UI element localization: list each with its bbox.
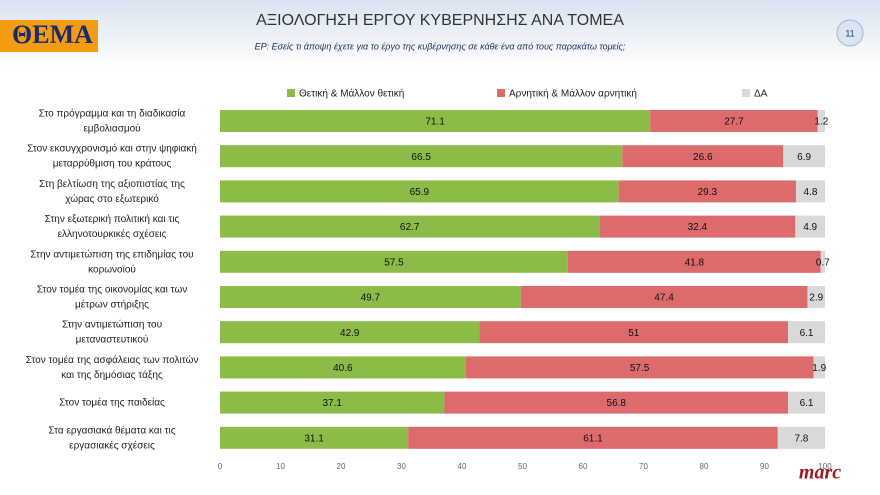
bar-segment — [795, 180, 825, 203]
value-label: 57.5 — [630, 363, 650, 374]
x-tick-label: 100 — [818, 462, 832, 471]
bar-segment — [783, 145, 825, 168]
value-label: 65.9 — [410, 187, 430, 198]
bar-segment — [220, 145, 623, 168]
bar-segment — [795, 215, 825, 238]
bar-segment — [599, 215, 796, 238]
value-label: 61.1 — [583, 433, 603, 444]
bar-segment — [220, 321, 480, 344]
value-label: 47.4 — [654, 293, 674, 304]
bar-segment — [813, 356, 825, 379]
bar-segment — [220, 356, 466, 379]
value-label: 71.1 — [425, 117, 445, 128]
value-label: 1.9 — [812, 363, 826, 374]
legend-swatch — [497, 89, 505, 97]
value-label: 0.7 — [816, 257, 830, 268]
bar-segment — [788, 391, 825, 414]
value-label: 26.6 — [693, 152, 713, 163]
header-background — [0, 0, 880, 70]
x-tick-label: 30 — [397, 462, 406, 471]
x-tick-label: 10 — [276, 462, 285, 471]
category-label: Στην αντιμετώπιση του μεταναστευτικού — [62, 318, 162, 345]
x-tick-label: 70 — [639, 462, 648, 471]
bar-segment — [220, 426, 409, 449]
bar-segment — [220, 180, 619, 203]
legend-label: ΔΑ — [754, 89, 768, 100]
page-badge — [836, 19, 864, 47]
value-label: 66.5 — [411, 152, 431, 163]
category-label: Στη βελτίωση της αξιοπιστίας της χώρας στ… — [39, 178, 185, 205]
value-label: 40.6 — [333, 363, 353, 374]
value-label: 49.7 — [361, 293, 381, 304]
value-label: 2.9 — [809, 293, 823, 304]
value-label: 6.1 — [800, 398, 814, 409]
category-label: Στον τομέα της παιδείας — [59, 396, 165, 408]
value-label: 6.1 — [800, 328, 814, 339]
chart-title: ΑΞΙΟΛΟΓΗΣΗ ΕΡΓΟΥ ΚΥΒΕΡΝΗΣΗΣ ΑΝΑ ΤΟΜΕΑ — [256, 12, 624, 29]
category-label: Στην αντιμετώπιση της επιδημίας του κορων… — [30, 248, 193, 275]
legend-swatch — [742, 89, 750, 97]
category-label: Στα εργασιακά θέματα και τις εργασιακές σ… — [48, 424, 175, 451]
x-tick-label: 60 — [579, 462, 588, 471]
x-tick-label: 40 — [458, 462, 467, 471]
bar-segment — [622, 145, 784, 168]
value-label: 62.7 — [400, 222, 420, 233]
value-label: 57.5 — [384, 257, 404, 268]
value-label: 1.2 — [814, 117, 828, 128]
value-label: 42.9 — [340, 328, 360, 339]
bar-segment — [220, 391, 445, 414]
bar-segment — [220, 110, 651, 132]
bar-segment — [220, 250, 568, 273]
category-label: Στον εκσυγχρονισμό και στην ψηφιακή μεταρ… — [27, 142, 197, 169]
bar-segment — [650, 110, 818, 132]
value-label: 27.7 — [724, 117, 744, 128]
x-tick-label: 90 — [760, 462, 769, 471]
bar-segment — [820, 250, 825, 273]
value-label: 4.9 — [803, 222, 817, 233]
value-label: 51 — [628, 328, 640, 339]
bar-segment — [520, 286, 808, 308]
bar-segment — [465, 356, 814, 379]
x-tick-label: 20 — [337, 462, 346, 471]
x-tick-label: 80 — [700, 462, 709, 471]
value-label: 56.8 — [607, 398, 627, 409]
value-label: 41.8 — [685, 257, 705, 268]
subtitle: ΕΡ: Εσείς τι άποψη έχετε για το έργο της… — [255, 41, 626, 51]
category-label: Στο πρόγραμμα και τη διαδικασία εμβολιασμ… — [39, 107, 186, 134]
bar-segment — [807, 286, 825, 308]
category-label: Στον τομέα της ασφάλειας των πολιτών και … — [26, 354, 199, 381]
legend-label: Θετική & Μάλλον θετική — [299, 88, 404, 100]
legend-swatch — [287, 89, 295, 97]
value-label: 31.1 — [304, 433, 324, 444]
value-label: 4.8 — [804, 187, 818, 198]
bar-segment — [788, 321, 825, 344]
logo: ΘΕΜΑ — [12, 20, 93, 49]
page-number: 11 — [845, 28, 854, 38]
bar-segment — [479, 321, 789, 344]
x-tick-label: 0 — [218, 462, 223, 471]
bar-segment — [220, 215, 600, 238]
bar-segment — [408, 426, 778, 449]
category-label: Στην εξωτερική πολιτική και τις ελληνοτου… — [45, 213, 180, 240]
value-label: 6.9 — [797, 152, 811, 163]
bar-segment — [777, 426, 825, 449]
logo-box — [0, 20, 98, 52]
value-label: 32.4 — [688, 222, 708, 233]
value-label: 7.8 — [794, 433, 808, 444]
bar-segment — [618, 180, 796, 203]
value-label: 37.1 — [322, 398, 342, 409]
category-label: Στον τομέα της οικονομίας και των μέτρων … — [37, 283, 188, 310]
bar-segment — [817, 110, 825, 132]
bar-segment — [444, 391, 789, 414]
legend-label: Αρνητική & Μάλλον αρνητική — [509, 88, 637, 100]
source-brand: marc — [799, 462, 841, 484]
x-tick-label: 50 — [518, 462, 527, 471]
bar-segment — [567, 250, 821, 273]
value-label: 29.3 — [698, 187, 718, 198]
bar-segment — [220, 286, 521, 308]
